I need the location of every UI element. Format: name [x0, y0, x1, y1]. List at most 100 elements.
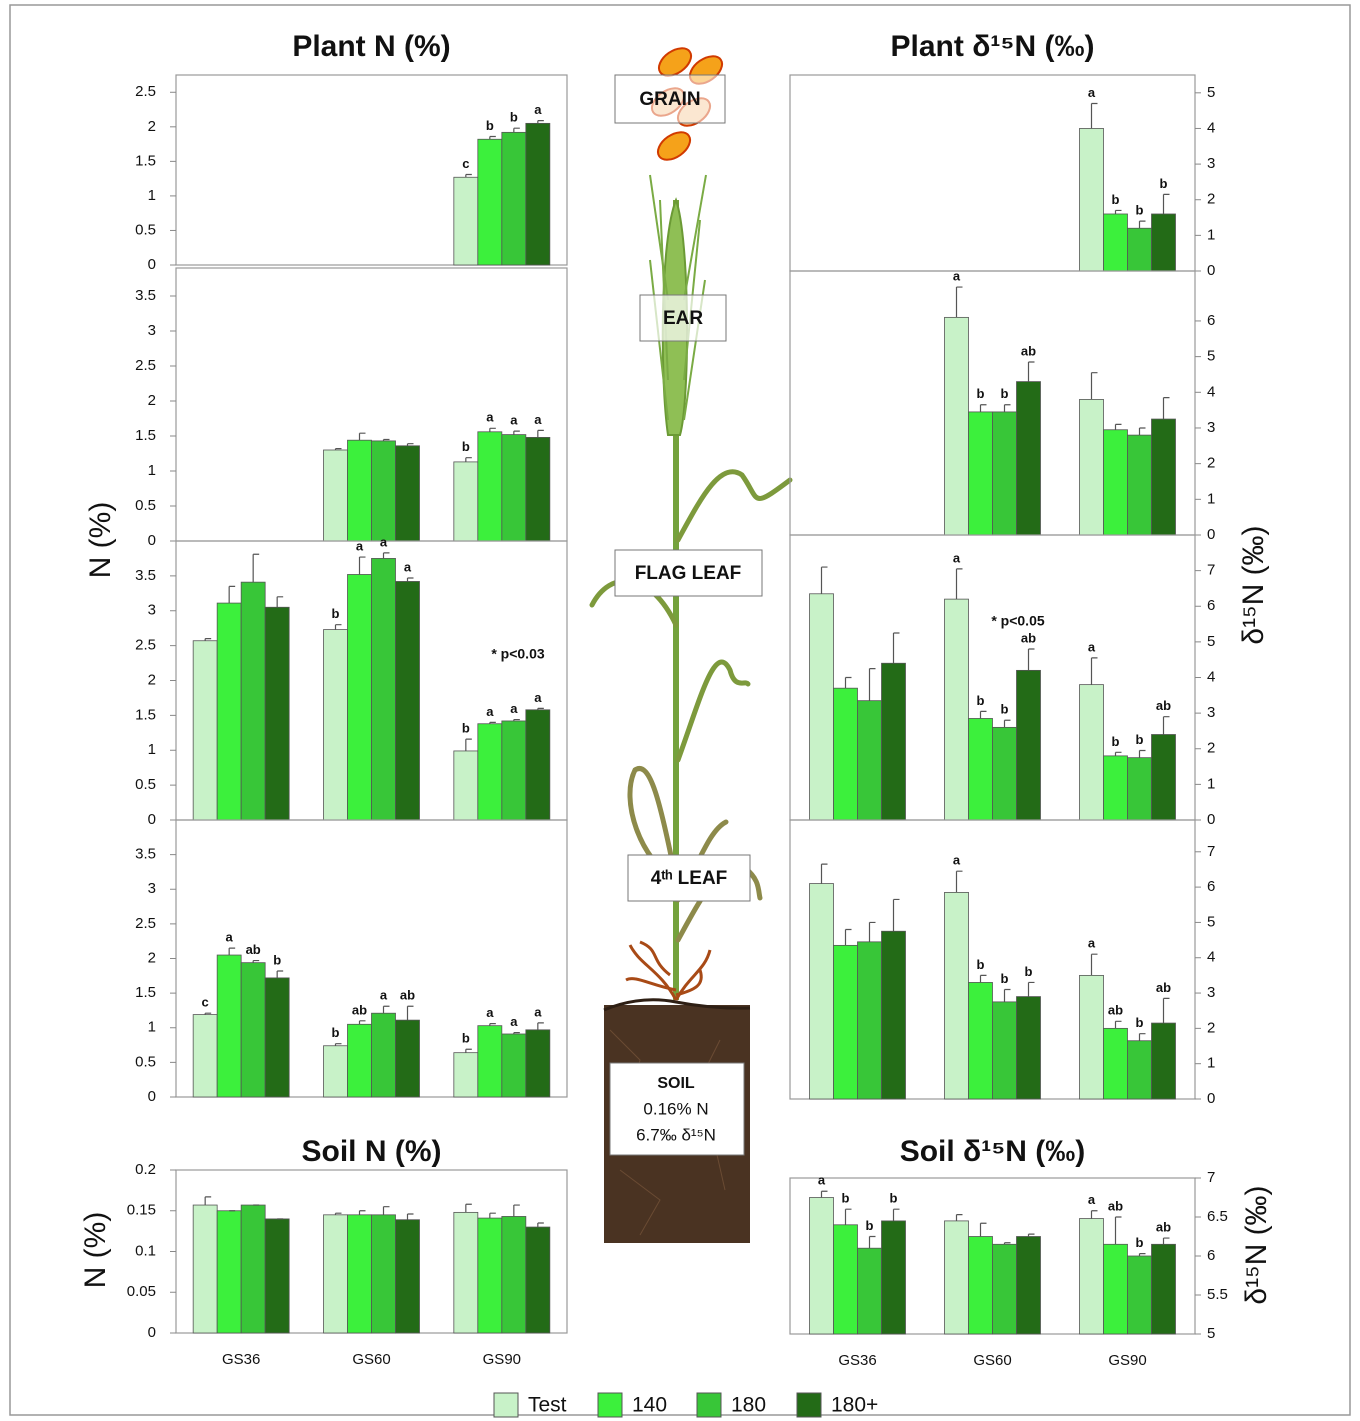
bar [501, 131, 527, 266]
significance-letter: ab [400, 988, 415, 1003]
error-bar [358, 1210, 366, 1215]
significance-letter: ab [1156, 980, 1171, 995]
significance-letter: a [380, 534, 388, 549]
legend-swatch [597, 1392, 623, 1418]
y-tick-label: 0 [1207, 1090, 1215, 1107]
y-tick-label: 6 [1207, 597, 1215, 614]
y-tick-label: 2.5 [135, 637, 156, 654]
bar [501, 720, 527, 821]
error-bar [1114, 423, 1122, 430]
error-bar [1114, 1216, 1122, 1245]
error-bar [820, 566, 828, 594]
y-tick-label: 1 [148, 741, 156, 758]
error-bar [868, 921, 876, 942]
bar [1103, 429, 1128, 536]
y-tick-label: 0 [148, 532, 156, 549]
y-tick-label: 1 [1207, 775, 1215, 792]
significance-letter: a [1088, 1192, 1096, 1207]
bar [216, 1210, 242, 1334]
bar [525, 122, 551, 266]
y-tick-label: 2 [148, 118, 156, 135]
significance-letter: b [462, 439, 470, 454]
significance-letter: b [1136, 1015, 1144, 1030]
bar [525, 1226, 551, 1334]
bar [968, 411, 993, 536]
bar [395, 581, 420, 821]
bar [240, 962, 266, 1098]
error-bar [844, 928, 852, 946]
error-bar [1003, 1242, 1011, 1245]
error-bar [228, 585, 236, 604]
error-bar [204, 1196, 212, 1206]
significance-letter: a [953, 853, 961, 868]
bar [944, 316, 969, 536]
error-bar [406, 443, 414, 446]
error-bar [1090, 657, 1098, 685]
significance-letter: a [226, 930, 234, 945]
error-bar [465, 1203, 472, 1213]
error-bar [334, 1043, 342, 1046]
bar [809, 1197, 834, 1335]
bar [1016, 996, 1041, 1100]
bar [477, 1025, 503, 1098]
y-tick-label: 2.5 [135, 357, 156, 374]
annotation: * p<0.03 [491, 646, 545, 662]
error-bar [537, 1222, 544, 1228]
significance-letter: a [404, 559, 412, 574]
bar [477, 138, 503, 266]
significance-letter: a [486, 410, 494, 425]
bar [216, 602, 242, 821]
legend-swatch [696, 1392, 722, 1418]
significance-letter: b [273, 952, 281, 967]
legend-label: 180 [731, 1394, 766, 1417]
y-tick-label: 1 [148, 187, 156, 204]
bar [1079, 1218, 1104, 1335]
y-axis-label: δ¹⁵N (‰) [1237, 525, 1270, 644]
y-tick-label: 2 [148, 949, 156, 966]
bar [1103, 213, 1128, 272]
significance-letter: a [1088, 639, 1096, 654]
y-tick-label: 0.2 [135, 1161, 156, 1178]
y-tick-label: 2.5 [135, 915, 156, 932]
significance-letter: b [1112, 734, 1120, 749]
bar [857, 700, 882, 821]
error-bar [1090, 372, 1098, 400]
bar [501, 1033, 527, 1098]
significance-letter: b [977, 957, 985, 972]
bar [1079, 684, 1104, 821]
error-bar [1138, 220, 1146, 229]
significance-letter: a [953, 268, 961, 283]
significance-letter: b [462, 1031, 470, 1046]
y-tick-label: 3 [148, 602, 156, 619]
plant-label: 4ᵗʰ LEAF [651, 868, 728, 889]
y-tick-label: 4 [1207, 119, 1215, 136]
error-bar [892, 632, 900, 664]
y-tick-label: 2 [148, 671, 156, 688]
bar [968, 982, 993, 1100]
y-tick-label: 1 [148, 1019, 156, 1036]
bar [992, 726, 1017, 821]
error-bar [955, 568, 963, 600]
plant-illustration [589, 47, 793, 1243]
significance-letter: b [977, 693, 985, 708]
bar [809, 593, 834, 821]
y-tick-label: 4 [1207, 668, 1215, 685]
error-bar [513, 718, 520, 721]
bar [477, 431, 503, 542]
y-tick-label: 2 [1207, 1019, 1215, 1036]
bar [192, 1204, 218, 1334]
error-bar [465, 457, 472, 462]
y-axis-label: N (%) [84, 502, 117, 579]
error-bar [868, 667, 876, 701]
bar [371, 558, 396, 821]
bar [944, 1220, 969, 1335]
error-bar [513, 127, 520, 133]
y-tick-label: 3 [1207, 984, 1215, 1001]
error-bar [465, 738, 472, 751]
bar [216, 954, 242, 1098]
error-bar [844, 1208, 852, 1225]
bar [192, 640, 218, 821]
error-bar [334, 1212, 342, 1215]
x-tick-label: GS36 [222, 1351, 260, 1368]
bar [240, 1204, 266, 1334]
